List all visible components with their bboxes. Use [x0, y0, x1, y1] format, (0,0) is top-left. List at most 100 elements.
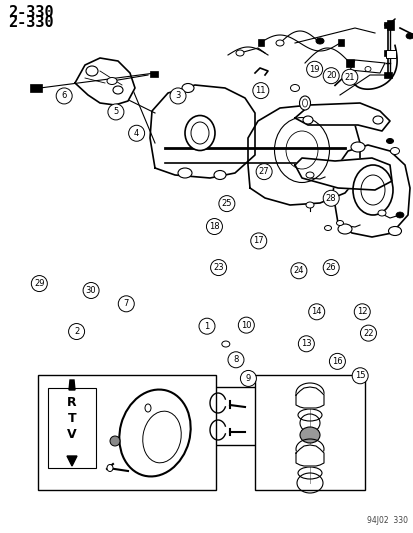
Circle shape [250, 233, 266, 249]
Ellipse shape [305, 172, 313, 178]
Text: 28: 28 [325, 194, 336, 203]
Circle shape [31, 276, 47, 292]
Text: 22: 22 [362, 329, 373, 337]
Text: 11: 11 [255, 86, 266, 95]
Text: 14: 14 [311, 308, 321, 316]
Bar [383, 50, 391, 56]
Circle shape [329, 353, 344, 369]
Text: 2-330: 2-330 [8, 5, 54, 20]
Text: 27: 27 [258, 167, 269, 176]
Ellipse shape [395, 212, 403, 218]
Text: 8: 8 [233, 356, 238, 364]
Circle shape [56, 88, 72, 104]
Ellipse shape [275, 40, 283, 46]
Ellipse shape [377, 210, 385, 216]
Ellipse shape [324, 225, 331, 230]
Circle shape [351, 368, 367, 384]
Bar [337, 39, 343, 46]
Text: 20: 20 [325, 71, 336, 80]
Circle shape [108, 104, 123, 120]
Text: 19: 19 [309, 65, 319, 74]
Circle shape [308, 304, 324, 320]
Circle shape [298, 336, 313, 352]
Polygon shape [75, 58, 135, 105]
Polygon shape [349, 60, 384, 73]
Circle shape [206, 219, 222, 235]
Text: 13: 13 [300, 340, 311, 348]
Polygon shape [67, 456, 77, 466]
Ellipse shape [302, 116, 312, 124]
Circle shape [354, 304, 369, 320]
Ellipse shape [119, 390, 190, 477]
Ellipse shape [221, 341, 229, 347]
Circle shape [290, 263, 306, 279]
Circle shape [341, 69, 357, 85]
Ellipse shape [389, 148, 399, 155]
Ellipse shape [305, 202, 313, 208]
Circle shape [360, 325, 375, 341]
Text: 23: 23 [213, 263, 223, 272]
Ellipse shape [364, 67, 370, 71]
Text: 29: 29 [34, 279, 45, 288]
Text: 94J02  330: 94J02 330 [366, 516, 407, 525]
Circle shape [323, 68, 338, 84]
Polygon shape [294, 158, 391, 190]
Polygon shape [295, 387, 323, 408]
Polygon shape [332, 145, 409, 237]
Text: 26: 26 [325, 263, 336, 272]
Bar [38, 375, 216, 490]
Ellipse shape [113, 86, 123, 94]
Ellipse shape [299, 427, 319, 443]
Ellipse shape [107, 464, 113, 472]
Text: 2: 2 [74, 327, 79, 336]
Bar [385, 50, 395, 58]
Text: 15: 15 [354, 372, 365, 380]
Bar [257, 39, 263, 46]
Ellipse shape [350, 142, 364, 152]
Ellipse shape [405, 33, 413, 39]
Ellipse shape [182, 84, 194, 93]
Text: 12: 12 [356, 308, 367, 316]
Circle shape [252, 83, 268, 99]
Bar [130, 387, 279, 445]
Ellipse shape [387, 227, 401, 236]
Text: 10: 10 [240, 321, 251, 329]
Ellipse shape [372, 116, 382, 124]
Circle shape [118, 296, 134, 312]
Text: 6: 6 [62, 92, 66, 100]
Text: V: V [67, 428, 77, 441]
Polygon shape [150, 85, 254, 178]
Ellipse shape [337, 224, 351, 234]
Ellipse shape [214, 171, 225, 180]
Bar [254, 375, 364, 490]
Text: 3: 3 [175, 92, 180, 100]
Circle shape [238, 317, 254, 333]
Circle shape [69, 324, 84, 340]
Text: 9: 9 [245, 374, 250, 383]
Bar [386, 20, 393, 30]
Polygon shape [295, 445, 323, 466]
Ellipse shape [352, 165, 392, 215]
Polygon shape [294, 103, 389, 131]
Bar [345, 59, 353, 67]
Polygon shape [69, 380, 75, 390]
Bar [150, 71, 158, 77]
Text: 16: 16 [331, 357, 342, 366]
Text: 4: 4 [134, 129, 139, 138]
Text: 21: 21 [344, 73, 354, 82]
Circle shape [218, 196, 234, 212]
Circle shape [199, 318, 214, 334]
Ellipse shape [110, 436, 120, 446]
Bar [383, 72, 391, 78]
Bar [30, 84, 42, 92]
Ellipse shape [178, 168, 192, 178]
Circle shape [128, 125, 144, 141]
Text: T: T [67, 412, 76, 425]
Text: 18: 18 [209, 222, 219, 231]
Text: 25: 25 [221, 199, 232, 208]
Circle shape [306, 61, 322, 77]
Ellipse shape [290, 85, 299, 92]
Text: 7: 7 [123, 300, 128, 308]
Circle shape [170, 88, 185, 104]
Text: 17: 17 [253, 237, 263, 245]
